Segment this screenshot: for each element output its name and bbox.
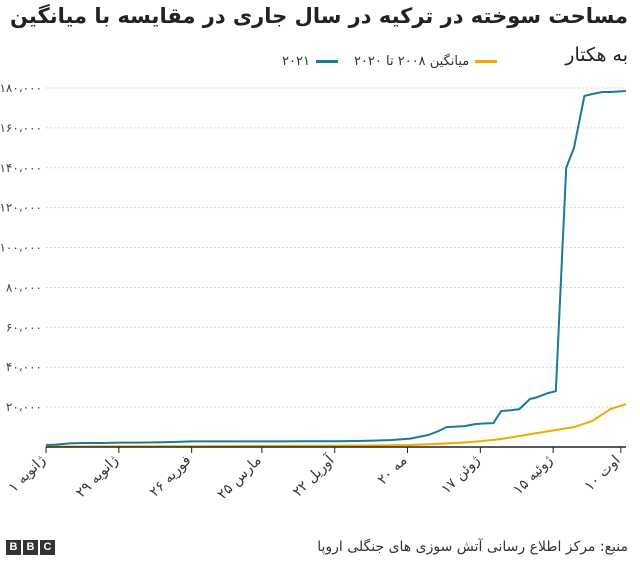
bbc-logo-letter: C (40, 540, 55, 555)
bbc-logo-letter: B (6, 540, 21, 555)
y-tick-label: ۲۰،۰۰۰ (6, 400, 42, 414)
y-tick-label: ۱۴۰،۰۰۰ (0, 161, 42, 175)
y-tick-label: ۱۲۰،۰۰۰ (0, 201, 42, 215)
bbc-logo: B B C (6, 540, 55, 555)
x-tick-label: ۱۷ ژوئن (438, 452, 483, 497)
x-tick-label: ۱۵ ژوئیه (510, 452, 556, 498)
chart-title: مساحت سوخته در ترکیه در سال جاری در مقای… (10, 4, 628, 28)
footer: B B C منبع: مرکز اطلاع رسانی آتش سوزی ها… (0, 537, 640, 563)
x-tick-label: ۱ ژانویه (6, 452, 49, 495)
x-tick-label: ۲۶ فوریه (147, 453, 195, 501)
series-line (45, 403, 627, 448)
legend-swatch-average (475, 60, 498, 63)
x-axis-ticks: ۱ ژانویه ۲۹ ژانویه ۲۶ فوریه ۲۵ مارس ۲۲ آوریل… (6, 447, 624, 503)
y-unit-label: به هکتار (565, 44, 628, 66)
legend-item-average: میانگین ۲۰۰۸ تا ۲۰۲۰ (353, 54, 498, 69)
y-axis-ticks: ۲۰،۰۰۰ ۴۰،۰۰۰ ۶۰،۰۰۰ ۸۰،۰۰۰ ۱۰۰،۰۰۰ ۱۲۰،۰۰۰ ۱۴… (0, 81, 42, 414)
x-tick-label: ۱۰ اوت (582, 453, 624, 495)
y-tick-label: ۱۸۰،۰۰۰ (0, 81, 42, 95)
y-tick-label: ۱۰۰،۰۰۰ (0, 241, 42, 255)
series-line (45, 90, 627, 446)
legend-label-2021: ۲۰۲۱ (282, 54, 310, 69)
bbc-logo-letter: B (23, 540, 38, 555)
source-note: منبع: مرکز اطلاع رسانی آتش سوزی های جنگل… (317, 539, 628, 555)
x-tick-label: ۲۹ ژانویه (73, 452, 122, 501)
y-tick-label: ۱۶۰،۰۰۰ (0, 121, 42, 135)
line-chart: ۲۰،۰۰۰ ۴۰،۰۰۰ ۶۰،۰۰۰ ۸۰،۰۰۰ ۱۰۰،۰۰۰ ۱۲۰،۰۰۰ ۱۴… (0, 81, 627, 503)
y-tick-label: ۸۰،۰۰۰ (6, 280, 42, 294)
legend-item-2021: ۲۰۲۱ (282, 54, 338, 69)
x-tick-label: ۲۵ مارس (214, 453, 264, 503)
gridlines (46, 87, 626, 408)
x-tick-label: ۲۲ آوریل (289, 451, 338, 500)
chart-legend: میانگین ۲۰۰۸ تا ۲۰۲۰ ۲۰۲۱ (282, 54, 498, 69)
legend-label-average: میانگین ۲۰۰۸ تا ۲۰۲۰ (353, 54, 470, 69)
y-tick-label: ۴۰،۰۰۰ (6, 360, 42, 374)
y-tick-label: ۶۰،۰۰۰ (6, 320, 42, 334)
legend-swatch-2021 (315, 60, 338, 63)
x-tick-label: ۲۰ مه (375, 453, 411, 489)
series-lines (45, 90, 627, 448)
